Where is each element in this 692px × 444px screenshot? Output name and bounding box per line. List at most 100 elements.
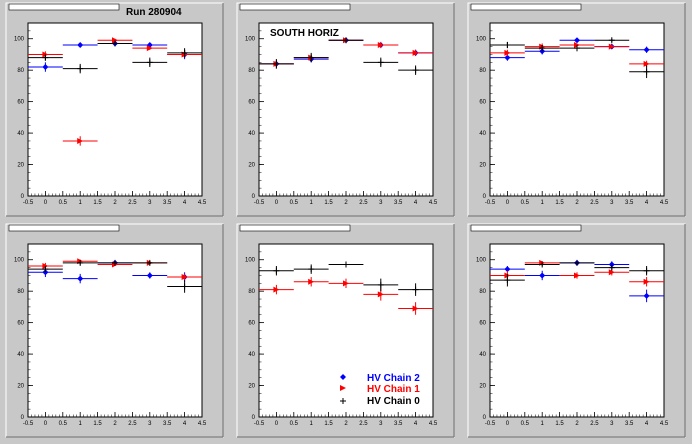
x-tick-label: 3 bbox=[610, 200, 614, 206]
data-point bbox=[574, 45, 580, 52]
x-tick-label: 2 bbox=[113, 200, 117, 206]
y-tick-label: 100 bbox=[14, 37, 25, 43]
y-tick-label: 40 bbox=[17, 352, 24, 358]
y-tick-label: 80 bbox=[248, 68, 255, 74]
data-point bbox=[539, 45, 546, 52]
y-tick-label: 60 bbox=[479, 321, 486, 327]
plot-area bbox=[27, 22, 203, 197]
data-point bbox=[377, 59, 384, 66]
y-tick-label: 0 bbox=[483, 415, 487, 421]
data-point bbox=[608, 37, 615, 44]
x-tick-label: 4.5 bbox=[660, 421, 669, 427]
histogram-name-box bbox=[8, 3, 120, 11]
x-tick-label: 1 bbox=[79, 421, 83, 427]
x-tick-label: 0 bbox=[44, 200, 48, 206]
x-tick-label: 3.5 bbox=[163, 200, 172, 206]
x-tick-label: -0.5 bbox=[485, 200, 496, 206]
x-tick-label: 3.5 bbox=[625, 200, 634, 206]
data-point bbox=[77, 137, 84, 144]
x-tick-label: 3.5 bbox=[394, 421, 403, 427]
y-tick-label: 0 bbox=[21, 194, 25, 200]
data-point bbox=[112, 259, 118, 266]
data-point bbox=[181, 283, 188, 290]
y-tick-label: 40 bbox=[248, 352, 255, 358]
x-tick-label: 4 bbox=[645, 200, 649, 206]
x-tick-label: 3.5 bbox=[394, 200, 403, 206]
x-tick-label: 0 bbox=[506, 421, 510, 427]
x-tick-label: 4 bbox=[414, 421, 418, 427]
x-tick-label: 1.5 bbox=[93, 421, 102, 427]
x-tick-label: 3 bbox=[148, 421, 152, 427]
data-point bbox=[608, 261, 615, 268]
x-tick-label: -0.5 bbox=[485, 421, 496, 427]
data-point bbox=[181, 274, 188, 281]
x-tick-label: 4 bbox=[183, 421, 187, 427]
y-tick-label: 60 bbox=[248, 100, 255, 106]
run-label: Run 280904 bbox=[126, 7, 182, 18]
legend-marker-diamond bbox=[340, 374, 346, 380]
x-tick-label: 2 bbox=[575, 200, 579, 206]
x-tick-label: 0.5 bbox=[521, 421, 530, 427]
x-tick-label: 0.5 bbox=[290, 421, 299, 427]
y-tick-label: 20 bbox=[17, 384, 24, 390]
y-tick-label: 0 bbox=[252, 194, 256, 200]
y-tick-label: 20 bbox=[479, 163, 486, 169]
data-point bbox=[574, 37, 580, 44]
x-tick-label: 2 bbox=[575, 421, 579, 427]
x-tick-label: 3 bbox=[610, 421, 614, 427]
x-tick-label: 2.5 bbox=[128, 200, 137, 206]
legend-entry-chain0: HV Chain 0 bbox=[340, 396, 420, 407]
x-tick-label: 1.5 bbox=[324, 200, 333, 206]
data-point bbox=[574, 259, 580, 266]
y-tick-label: 60 bbox=[17, 321, 24, 327]
x-tick-label: 4 bbox=[645, 421, 649, 427]
data-point bbox=[77, 275, 84, 282]
x-tick-label: 4.5 bbox=[198, 200, 207, 206]
histogram-name-box bbox=[239, 3, 351, 11]
legend-entry-chain2: HV Chain 2 bbox=[340, 373, 420, 384]
data-point bbox=[343, 37, 349, 44]
y-tick-label: 60 bbox=[17, 100, 24, 106]
y-tick-label: 80 bbox=[479, 289, 486, 295]
data-point bbox=[504, 49, 511, 56]
y-tick-label: 80 bbox=[479, 68, 486, 74]
x-tick-label: 2.5 bbox=[590, 421, 599, 427]
legend-marker-triangle bbox=[340, 385, 346, 391]
data-point bbox=[308, 278, 315, 285]
y-tick-label: 20 bbox=[479, 384, 486, 390]
x-tick-label: 2.5 bbox=[359, 200, 368, 206]
x-tick-label: 4 bbox=[183, 200, 187, 206]
plot-area bbox=[27, 243, 203, 418]
x-tick-label: 4.5 bbox=[429, 421, 438, 427]
data-point bbox=[308, 54, 315, 61]
x-tick-label: 2 bbox=[344, 200, 348, 206]
x-tick-label: 1 bbox=[541, 200, 545, 206]
x-tick-label: 1 bbox=[310, 200, 314, 206]
x-tick-label: 0.5 bbox=[59, 200, 68, 206]
data-point bbox=[643, 68, 650, 75]
data-point bbox=[643, 60, 650, 67]
data-point bbox=[273, 60, 280, 67]
data-point bbox=[273, 267, 280, 274]
y-tick-label: 100 bbox=[476, 258, 487, 264]
x-tick-label: 2.5 bbox=[359, 421, 368, 427]
data-point bbox=[112, 37, 118, 44]
side-label: SOUTH HORIZ bbox=[270, 28, 339, 39]
legend: HV Chain 2 HV Chain 1 HV Chain 0 bbox=[340, 373, 420, 407]
x-tick-label: -0.5 bbox=[254, 200, 265, 206]
y-tick-label: 80 bbox=[17, 68, 24, 74]
y-tick-label: 40 bbox=[17, 131, 24, 137]
y-tick-label: 40 bbox=[479, 131, 486, 137]
x-tick-label: -0.5 bbox=[23, 200, 34, 206]
x-tick-label: 2 bbox=[113, 421, 117, 427]
data-point bbox=[608, 43, 615, 50]
data-point bbox=[77, 259, 84, 266]
data-point bbox=[42, 266, 49, 273]
data-point bbox=[146, 59, 153, 66]
data-point bbox=[42, 64, 49, 71]
data-point bbox=[77, 42, 84, 49]
x-tick-label: 4.5 bbox=[198, 421, 207, 427]
